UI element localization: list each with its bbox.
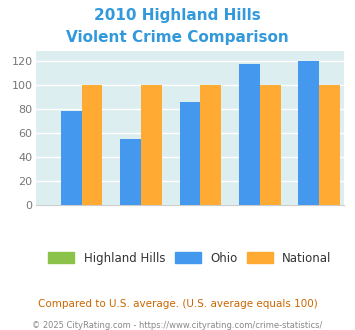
Bar: [239, 64, 260, 205]
Bar: [61, 111, 82, 205]
Legend: Highland Hills, Ohio, National: Highland Hills, Ohio, National: [44, 247, 336, 269]
Bar: [120, 139, 141, 205]
Bar: [319, 85, 340, 205]
Bar: [180, 102, 200, 205]
Text: © 2025 CityRating.com - https://www.cityrating.com/crime-statistics/: © 2025 CityRating.com - https://www.city…: [32, 321, 323, 330]
Bar: [260, 85, 280, 205]
Bar: [141, 85, 162, 205]
Text: Compared to U.S. average. (U.S. average equals 100): Compared to U.S. average. (U.S. average …: [38, 299, 317, 309]
Bar: [298, 61, 319, 205]
Bar: [200, 85, 221, 205]
Text: Violent Crime Comparison: Violent Crime Comparison: [66, 30, 289, 45]
Text: 2010 Highland Hills: 2010 Highland Hills: [94, 8, 261, 23]
Bar: [82, 85, 102, 205]
